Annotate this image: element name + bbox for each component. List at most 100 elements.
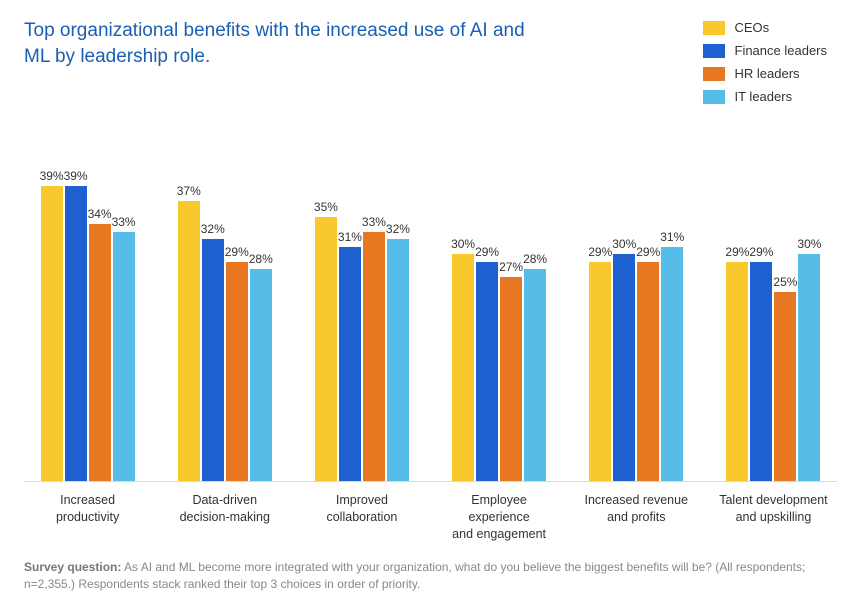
bar-value-label: 29% [725, 245, 749, 259]
legend-item: Finance leaders [703, 43, 828, 58]
legend-label: Finance leaders [735, 43, 828, 58]
bar-value-label: 30% [797, 237, 821, 251]
legend-item: CEOs [703, 20, 828, 35]
bar: 30% [452, 237, 474, 481]
x-axis-label: Increased revenueand profits [579, 492, 694, 543]
bar-rect [637, 262, 659, 481]
bar: 39% [41, 169, 63, 481]
bar-value-label: 29% [225, 245, 249, 259]
bar: 37% [178, 184, 200, 481]
bar: 25% [774, 275, 796, 481]
bar-rect [500, 277, 522, 481]
legend-swatch [703, 44, 725, 58]
x-axis-labels: Increasedproductivity Data-drivendecision… [24, 482, 837, 543]
bar-rect [589, 262, 611, 481]
legend-label: CEOs [735, 20, 770, 35]
bar-rect [798, 254, 820, 481]
bar-value-label: 39% [64, 169, 88, 183]
bar: 32% [202, 222, 224, 481]
bar: 29% [476, 245, 498, 481]
bar-rect [452, 254, 474, 481]
bar-value-label: 34% [88, 207, 112, 221]
chart-title: Top organizational benefits with the inc… [24, 18, 544, 69]
bar-value-label: 28% [249, 252, 273, 266]
bar: 27% [500, 260, 522, 481]
bar-rect [387, 239, 409, 481]
bar-rect [339, 247, 361, 481]
bar: 29% [637, 245, 659, 481]
bar: 31% [661, 230, 683, 481]
bar-rect [363, 232, 385, 481]
bar: 28% [250, 252, 272, 481]
bar: 28% [524, 252, 546, 481]
bar-group: 30%29%27%28% [442, 122, 557, 481]
bar-group: 39%39% 34%33% [30, 122, 145, 481]
bar: 29% [589, 245, 611, 481]
legend-item: HR leaders [703, 66, 828, 81]
bar-group: 35% 31%33%32% [304, 122, 419, 481]
legend: CEOs Finance leaders HR leaders IT leaders [703, 18, 838, 104]
survey-footnote: Survey question: As AI and ML become mor… [24, 559, 837, 593]
bar-rect [178, 201, 200, 481]
bar-rect [113, 232, 135, 481]
bar: 34% [89, 207, 111, 481]
footnote-text: As AI and ML become more integrated with… [24, 560, 805, 591]
bar-value-label: 32% [201, 222, 225, 236]
bar: 32% [387, 222, 409, 481]
bar: 30% [613, 237, 635, 481]
bar-rect [89, 224, 111, 481]
bar-value-label: 29% [636, 245, 660, 259]
bar-value-label: 31% [338, 230, 362, 244]
x-axis-label: Increasedproductivity [30, 492, 145, 543]
bar-value-label: 30% [451, 237, 475, 251]
bar-rect [750, 262, 772, 481]
legend-swatch [703, 21, 725, 35]
bar-value-label: 25% [773, 275, 797, 289]
bar-rect [202, 239, 224, 481]
bar: 35% [315, 200, 337, 481]
bar: 33% [363, 215, 385, 481]
bar-rect [774, 292, 796, 481]
bar-value-label: 28% [523, 252, 547, 266]
legend-item: IT leaders [703, 89, 828, 104]
bar-group: 29%30%29%31% [579, 122, 694, 481]
bar-value-label: 29% [749, 245, 773, 259]
bar-rect [250, 269, 272, 481]
bar-rect [476, 262, 498, 481]
bar: 33% [113, 215, 135, 481]
x-axis-label: Talent developmentand upskilling [716, 492, 831, 543]
bar-value-label: 32% [386, 222, 410, 236]
bar-value-label: 33% [112, 215, 136, 229]
bar-value-label: 30% [612, 237, 636, 251]
bar-rect [41, 186, 63, 481]
legend-label: IT leaders [735, 89, 793, 104]
chart-plot-area: 39%39%34%33%37%32%29%28%35%31%33%32%30%2… [24, 122, 837, 482]
bar-value-label: 29% [475, 245, 499, 259]
bar-value-label: 31% [660, 230, 684, 244]
bar-rect [315, 217, 337, 481]
bar-value-label: 27% [499, 260, 523, 274]
bar-rect [661, 247, 683, 481]
bar-value-label: 39% [40, 169, 64, 183]
x-axis-label: Improvedcollaboration [304, 492, 419, 543]
bar: 39% [65, 169, 87, 481]
bar-rect [226, 262, 248, 481]
bar: 31% [339, 230, 361, 481]
footnote-label: Survey question: [24, 560, 121, 574]
bar-value-label: 37% [177, 184, 201, 198]
x-axis-label: Data-drivendecision-making [167, 492, 282, 543]
bar: 30% [798, 237, 820, 481]
bar-value-label: 35% [314, 200, 338, 214]
bar-rect [613, 254, 635, 481]
bar: 29% [750, 245, 772, 481]
legend-swatch [703, 90, 725, 104]
legend-label: HR leaders [735, 66, 800, 81]
bar-rect [524, 269, 546, 481]
bar-group: 29%29% 25% 30% [716, 122, 831, 481]
bar-group: 37% 32%29%28% [167, 122, 282, 481]
x-axis-label: Employeeexperienceand engagement [442, 492, 557, 543]
bar-rect [65, 186, 87, 481]
bar: 29% [226, 245, 248, 481]
bar-rect [726, 262, 748, 481]
bar-value-label: 33% [362, 215, 386, 229]
